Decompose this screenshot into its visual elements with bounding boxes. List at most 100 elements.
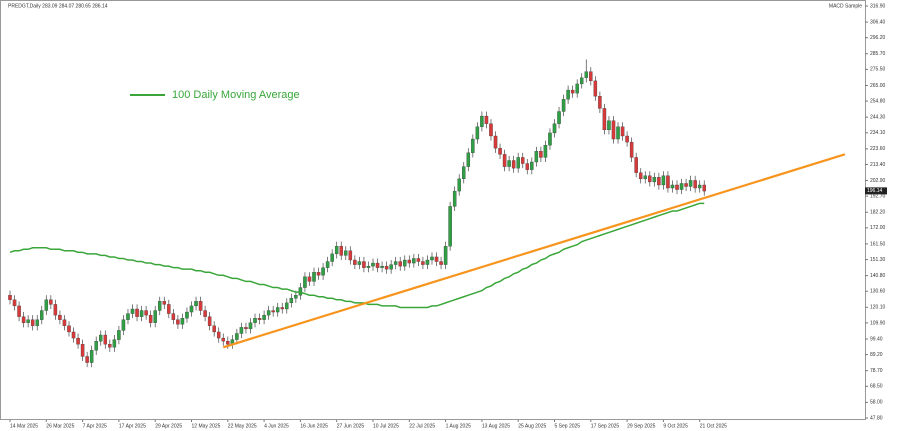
candle-body: [520, 157, 525, 164]
x-tick-label: 29 Apr 2025: [155, 423, 182, 429]
candle-body: [670, 184, 675, 189]
y-tick-label: 58.00: [870, 400, 883, 406]
candle-body: [62, 319, 67, 326]
candle-body: [362, 261, 366, 268]
y-tick-label: 47.80: [870, 415, 883, 421]
candle-body: [248, 322, 253, 330]
candle-body: [507, 160, 511, 167]
x-tick-label: 17 Apr 2025: [119, 423, 146, 429]
candle-body: [135, 308, 139, 317]
candle-body: [539, 151, 543, 158]
candle-body: [430, 256, 434, 261]
y-tick-label: 120.10: [870, 305, 886, 311]
x-tick-label: 21 Oct 2025: [700, 423, 727, 429]
candle-body: [593, 80, 598, 97]
candle-body: [602, 108, 607, 131]
candle-body: [416, 258, 421, 262]
candle-body: [611, 120, 616, 140]
candle-body: [643, 175, 648, 180]
candle-body: [511, 160, 516, 169]
candle-body: [693, 180, 697, 189]
candle-body: [548, 132, 552, 146]
candle-body: [589, 71, 593, 82]
candle-body: [180, 318, 185, 325]
candle-body: [584, 71, 589, 78]
candle-body: [121, 319, 126, 331]
candle-body: [212, 325, 216, 333]
chart-header: PREDGT,Daily 283.09 284.07 280.65 286.14: [8, 3, 108, 9]
candle-body: [516, 157, 520, 169]
candle-body: [330, 253, 334, 262]
candle-body: [652, 177, 657, 183]
candle-body: [493, 135, 498, 149]
candle-body: [126, 313, 130, 320]
candle-body: [579, 77, 584, 85]
candle-body: [661, 175, 666, 186]
candle-body: [638, 172, 643, 180]
x-tick-label: 26 Mar 2025: [46, 423, 74, 429]
candle-body: [108, 344, 112, 348]
candle-body: [216, 331, 221, 339]
candle-body: [194, 301, 198, 307]
candle-body: [389, 264, 393, 270]
y-tick-label: 192.70: [870, 193, 886, 199]
candle-body: [253, 318, 257, 323]
candle-body: [475, 126, 480, 140]
candle-body: [117, 330, 121, 340]
x-tick-label: 13 Aug 2025: [482, 423, 510, 429]
candle-body: [85, 356, 89, 363]
y-tick-label: 140.80: [870, 273, 886, 279]
candle-body: [480, 115, 484, 127]
x-tick-label: 9 Oct 2025: [663, 423, 688, 429]
x-tick-label: 29 Sep 2025: [627, 423, 656, 429]
candle-body: [530, 161, 534, 170]
candle-body: [366, 265, 371, 268]
candle-body: [162, 301, 167, 305]
y-tick-label: 306.40: [870, 19, 886, 25]
candle-body: [266, 310, 271, 316]
candle-body: [684, 183, 688, 187]
candle-body: [484, 115, 489, 124]
candle-body: [620, 126, 625, 137]
candle-body: [21, 316, 26, 323]
x-tick-label: 1 Aug 2025: [446, 423, 472, 429]
candle-body: [443, 246, 448, 265]
candle-body: [325, 261, 330, 268]
candle-body: [67, 325, 71, 333]
y-tick-label: 89.20: [870, 352, 883, 358]
y-tick-label: 275.50: [870, 67, 886, 73]
last-price-tag: [865, 187, 887, 195]
y-tick-label: 182.20: [870, 210, 886, 216]
candle-body: [198, 301, 203, 311]
y-tick-label: 161.50: [870, 241, 886, 247]
candle-body: [262, 314, 266, 320]
candle-body: [561, 99, 566, 112]
candle-body: [99, 334, 103, 342]
candle-body: [271, 310, 275, 313]
candle-body: [280, 307, 284, 310]
candle-body: [371, 262, 375, 267]
candle-body: [30, 319, 35, 326]
candle-body: [434, 256, 439, 262]
candle-body: [534, 151, 539, 163]
candle-body: [226, 340, 230, 345]
candle-body: [294, 295, 298, 299]
y-tick-label: 109.90: [870, 320, 886, 326]
candle-body: [12, 299, 17, 307]
x-tick-label: 17 Sep 2025: [591, 423, 620, 429]
candle-body: [634, 157, 638, 173]
candle-body: [353, 259, 357, 265]
y-tick-label: 130.60: [870, 289, 886, 295]
candle-body: [40, 310, 44, 320]
y-tick-label: 296.20: [870, 35, 886, 41]
y-tick-label: 213.40: [870, 162, 886, 168]
candle-body: [76, 337, 80, 345]
candle-body: [598, 96, 602, 109]
candle-body: [80, 344, 85, 357]
candle-body: [688, 180, 693, 187]
y-tick-label: 265.00: [870, 83, 886, 89]
y-tick-label: 202.90: [870, 178, 886, 184]
y-tick-label: 223.60: [870, 146, 886, 152]
candle-body: [94, 340, 98, 351]
